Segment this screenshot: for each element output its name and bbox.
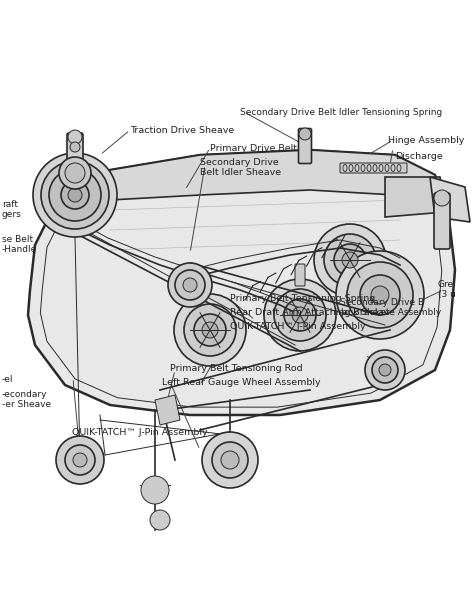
Text: Hinge Assembly: Hinge Assembly <box>388 136 465 145</box>
Circle shape <box>284 299 316 331</box>
FancyBboxPatch shape <box>295 264 305 286</box>
Text: Primary Drive Belt: Primary Drive Belt <box>210 144 297 153</box>
Circle shape <box>434 190 450 206</box>
Circle shape <box>342 252 358 268</box>
Circle shape <box>365 350 405 390</box>
Text: QUIK-TATCH™ J-Pin Assembly: QUIK-TATCH™ J-Pin Assembly <box>72 428 208 437</box>
Circle shape <box>379 364 391 376</box>
Circle shape <box>68 188 82 202</box>
Circle shape <box>274 289 326 341</box>
Circle shape <box>202 432 258 488</box>
Text: Rear Draft Arm Attaching Bracket: Rear Draft Arm Attaching Bracket <box>230 308 390 317</box>
Circle shape <box>174 294 246 366</box>
Text: Gre
(3 u: Gre (3 u <box>438 280 456 299</box>
FancyBboxPatch shape <box>67 133 83 175</box>
Text: Secondary Drive B
Jack Sheave Assembly: Secondary Drive B Jack Sheave Assembly <box>340 298 441 317</box>
FancyBboxPatch shape <box>340 163 407 173</box>
Circle shape <box>61 181 89 209</box>
Circle shape <box>372 357 398 383</box>
Circle shape <box>70 142 80 152</box>
Circle shape <box>65 445 95 475</box>
Circle shape <box>141 476 169 504</box>
Text: Secondary Drive
Belt Idler Sheave: Secondary Drive Belt Idler Sheave <box>200 158 281 178</box>
Text: QUIK-TATCH™ J-Pin Assembly: QUIK-TATCH™ J-Pin Assembly <box>230 322 365 331</box>
Circle shape <box>49 169 101 221</box>
FancyBboxPatch shape <box>434 193 450 249</box>
Circle shape <box>150 510 170 530</box>
Circle shape <box>334 244 366 276</box>
Circle shape <box>194 314 226 346</box>
Circle shape <box>168 263 212 307</box>
Text: Secondary Drive Belt Idler Tensioning Spring: Secondary Drive Belt Idler Tensioning Sp… <box>240 108 442 117</box>
Circle shape <box>347 262 413 328</box>
Circle shape <box>73 453 87 467</box>
Circle shape <box>324 234 376 286</box>
Circle shape <box>371 286 389 304</box>
Text: raft
gers: raft gers <box>2 200 22 219</box>
Text: Left Rear Gauge Wheel Assembly: Left Rear Gauge Wheel Assembly <box>162 378 320 387</box>
Text: Discharge: Discharge <box>395 152 443 161</box>
Polygon shape <box>430 177 470 222</box>
Text: Primary Belt Tensioning Spring: Primary Belt Tensioning Spring <box>230 294 375 303</box>
Circle shape <box>33 153 117 237</box>
Circle shape <box>212 442 248 478</box>
Circle shape <box>292 307 308 323</box>
Text: Primary Belt Tensioning Rod: Primary Belt Tensioning Rod <box>170 364 302 373</box>
Polygon shape <box>110 150 440 200</box>
Circle shape <box>183 278 197 292</box>
Text: Traction Drive Sheave: Traction Drive Sheave <box>130 126 234 135</box>
Circle shape <box>360 275 400 315</box>
Circle shape <box>175 270 205 300</box>
FancyBboxPatch shape <box>299 128 311 164</box>
Circle shape <box>264 279 336 351</box>
Polygon shape <box>385 177 445 217</box>
Circle shape <box>65 163 85 183</box>
Circle shape <box>41 161 109 229</box>
Text: se Belt
-Handle: se Belt -Handle <box>2 235 37 254</box>
Polygon shape <box>155 395 180 425</box>
Circle shape <box>202 322 218 338</box>
Circle shape <box>299 128 311 140</box>
Circle shape <box>184 304 236 356</box>
Circle shape <box>336 251 424 339</box>
Circle shape <box>68 130 82 144</box>
Circle shape <box>314 224 386 296</box>
Circle shape <box>221 451 239 469</box>
Polygon shape <box>28 150 455 415</box>
Circle shape <box>59 157 91 189</box>
Text: -el: -el <box>2 375 13 384</box>
Circle shape <box>56 436 104 484</box>
Text: -econdary
-er Sheave: -econdary -er Sheave <box>2 390 51 409</box>
